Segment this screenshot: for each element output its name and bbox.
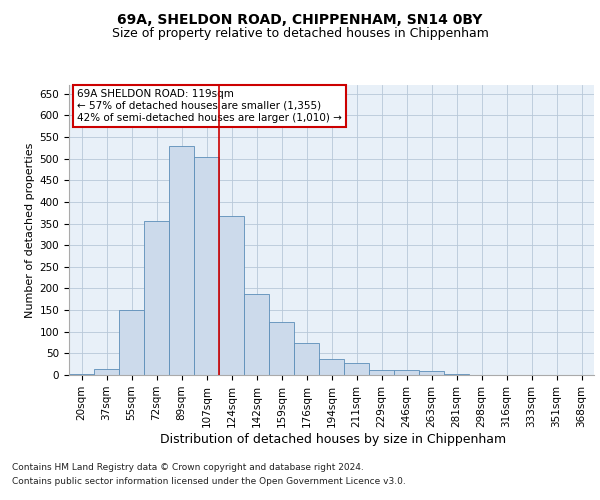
Bar <box>244 294 269 375</box>
Bar <box>319 358 344 375</box>
Bar <box>119 310 144 375</box>
Y-axis label: Number of detached properties: Number of detached properties <box>25 142 35 318</box>
Text: Distribution of detached houses by size in Chippenham: Distribution of detached houses by size … <box>160 432 506 446</box>
Text: Contains HM Land Registry data © Crown copyright and database right 2024.: Contains HM Land Registry data © Crown c… <box>12 462 364 471</box>
Bar <box>369 370 394 375</box>
Text: 69A, SHELDON ROAD, CHIPPENHAM, SN14 0BY: 69A, SHELDON ROAD, CHIPPENHAM, SN14 0BY <box>118 12 482 26</box>
Bar <box>269 322 294 375</box>
Bar <box>219 216 244 375</box>
Bar <box>294 342 319 375</box>
Text: Size of property relative to detached houses in Chippenham: Size of property relative to detached ho… <box>112 28 488 40</box>
Bar <box>69 374 94 375</box>
Text: Contains public sector information licensed under the Open Government Licence v3: Contains public sector information licen… <box>12 478 406 486</box>
Bar <box>94 368 119 375</box>
Bar <box>194 158 219 375</box>
Bar <box>344 364 369 375</box>
Bar <box>394 370 419 375</box>
Bar <box>444 374 469 375</box>
Bar <box>144 222 169 375</box>
Bar <box>419 370 444 375</box>
Bar <box>169 146 194 375</box>
Text: 69A SHELDON ROAD: 119sqm
← 57% of detached houses are smaller (1,355)
42% of sem: 69A SHELDON ROAD: 119sqm ← 57% of detach… <box>77 90 342 122</box>
